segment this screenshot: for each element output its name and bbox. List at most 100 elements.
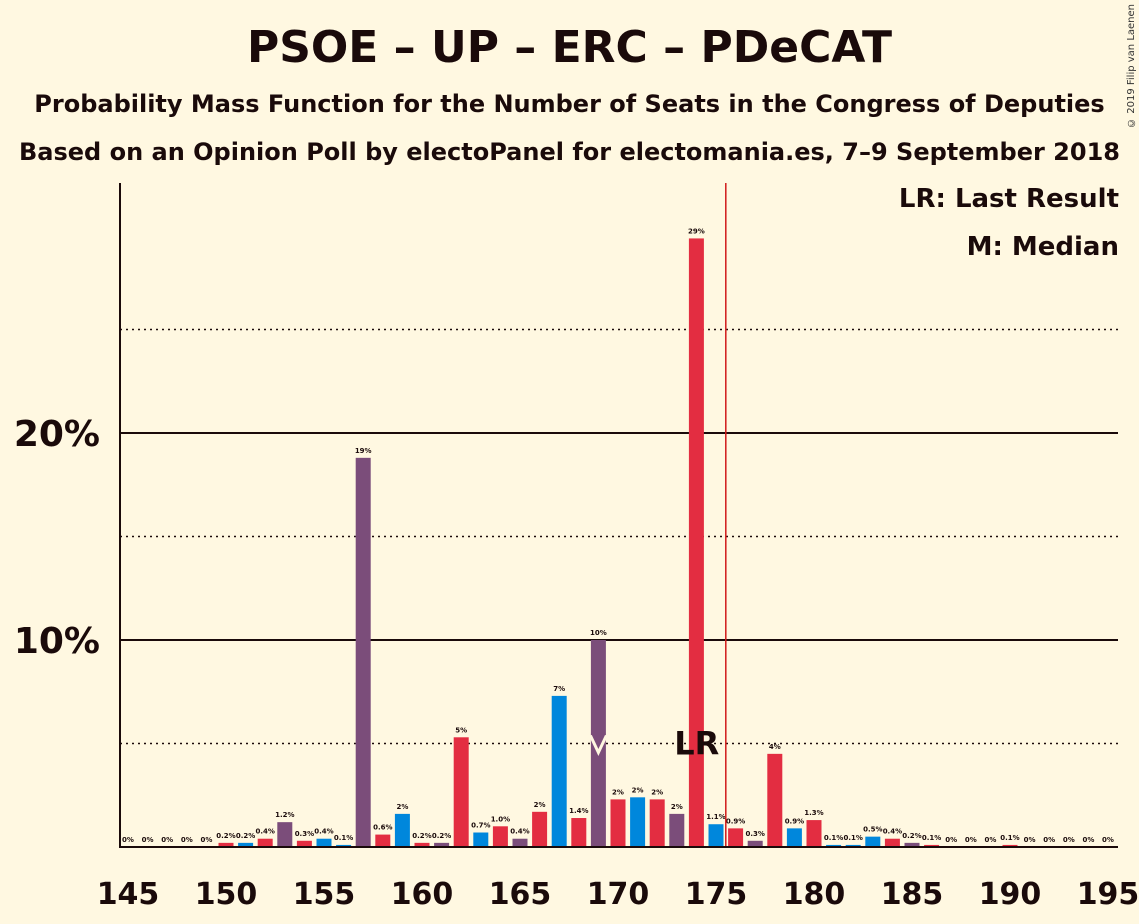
bar [806,820,822,847]
bar [492,826,508,847]
data-label: 0.6% [373,824,392,832]
bar [767,753,783,847]
data-label: 19% [355,447,372,455]
data-label: 0.1% [824,834,843,842]
data-label: 0.3% [745,830,764,838]
bar [728,828,744,847]
data-label: 0% [965,836,977,844]
bar [845,844,861,847]
bar [590,640,606,847]
bar [473,832,489,847]
x-tick-label: 165 [489,877,552,912]
data-label: 1.4% [569,807,588,815]
data-label: 0% [122,836,134,844]
data-label: 0% [984,836,996,844]
x-tick-label: 145 [97,877,160,912]
data-label: 2% [671,803,683,811]
bar [924,844,940,847]
bar [669,813,685,847]
x-tick-label: 155 [293,877,356,912]
bar [257,838,273,847]
x-tick-label: 150 [195,877,258,912]
data-label: 0.4% [883,828,902,836]
bar [571,818,587,847]
bar [708,824,724,847]
bar [394,813,410,847]
bar [1002,844,1018,847]
median-marker [589,734,608,757]
chart-subtitle: Probability Mass Function for the Number… [34,90,1105,118]
data-label: 2% [534,801,546,809]
data-label: 10% [590,629,607,637]
data-label: 0.5% [863,826,882,834]
bar [512,838,528,847]
legend-last-result: LR: Last Result [898,184,1119,214]
data-label: 2% [612,788,624,796]
bar [336,844,352,847]
data-label: 0% [1063,836,1075,844]
data-label: 1.2% [275,811,294,819]
data-label: 0.1% [922,834,941,842]
data-label: 0% [142,836,154,844]
x-tick-label: 195 [1077,877,1139,912]
bar [296,840,312,847]
data-label: 0.4% [255,828,274,836]
data-label: 0.9% [785,817,804,825]
bar [375,834,391,847]
data-label: 0% [1082,836,1094,844]
bar [649,799,665,847]
chart-source: Based on an Opinion Poll by electoPanel … [19,138,1120,166]
last-result-marker: LR [674,725,719,763]
data-label: 7% [553,685,565,693]
data-label: 0.1% [843,834,862,842]
bar [453,737,469,847]
data-label: 1.1% [706,813,725,821]
data-label: 29% [688,227,705,235]
data-label: 0.9% [726,817,745,825]
bar [865,836,881,847]
x-tick-label: 175 [685,877,748,912]
data-label: 0.1% [334,834,353,842]
data-label: 0.2% [216,832,235,840]
data-label: 0% [1024,836,1036,844]
bar [355,457,371,847]
bar [434,842,450,847]
data-label: 0.2% [412,832,431,840]
data-label: 0.4% [314,828,333,836]
data-label: 2% [632,786,644,794]
data-label: 0.2% [236,832,255,840]
y-tick-label: 20% [14,414,100,455]
bar [238,842,254,847]
x-tick-label: 185 [881,877,944,912]
bar [218,842,234,847]
y-tick-label: 10% [14,621,100,662]
bar [551,695,567,847]
data-label: 0% [1043,836,1055,844]
data-label: 0.1% [1000,834,1019,842]
data-label: 0.2% [432,832,451,840]
chart-title: PSOE – UP – ERC – PDeCAT [246,22,893,73]
x-tick-label: 160 [391,877,454,912]
data-label: 2% [651,788,663,796]
x-tick-label: 170 [587,877,650,912]
data-label: 0.2% [902,832,921,840]
bar [786,828,802,847]
x-tick-label: 190 [979,877,1042,912]
legend-median: M: Median [966,232,1119,262]
bar [826,844,842,847]
x-tick-label: 180 [783,877,846,912]
data-label: 1.0% [491,815,510,823]
bar [747,840,763,847]
data-label: 0% [1102,836,1114,844]
data-label: 0.3% [295,830,314,838]
bar [688,238,704,848]
bar [884,838,900,847]
data-label: 4% [769,743,781,751]
data-label: 0% [181,836,193,844]
data-label: 0.4% [510,828,529,836]
bar [316,838,332,847]
data-label: 1.3% [804,809,823,817]
data-label: 0% [161,836,173,844]
data-label: 5% [455,726,467,734]
